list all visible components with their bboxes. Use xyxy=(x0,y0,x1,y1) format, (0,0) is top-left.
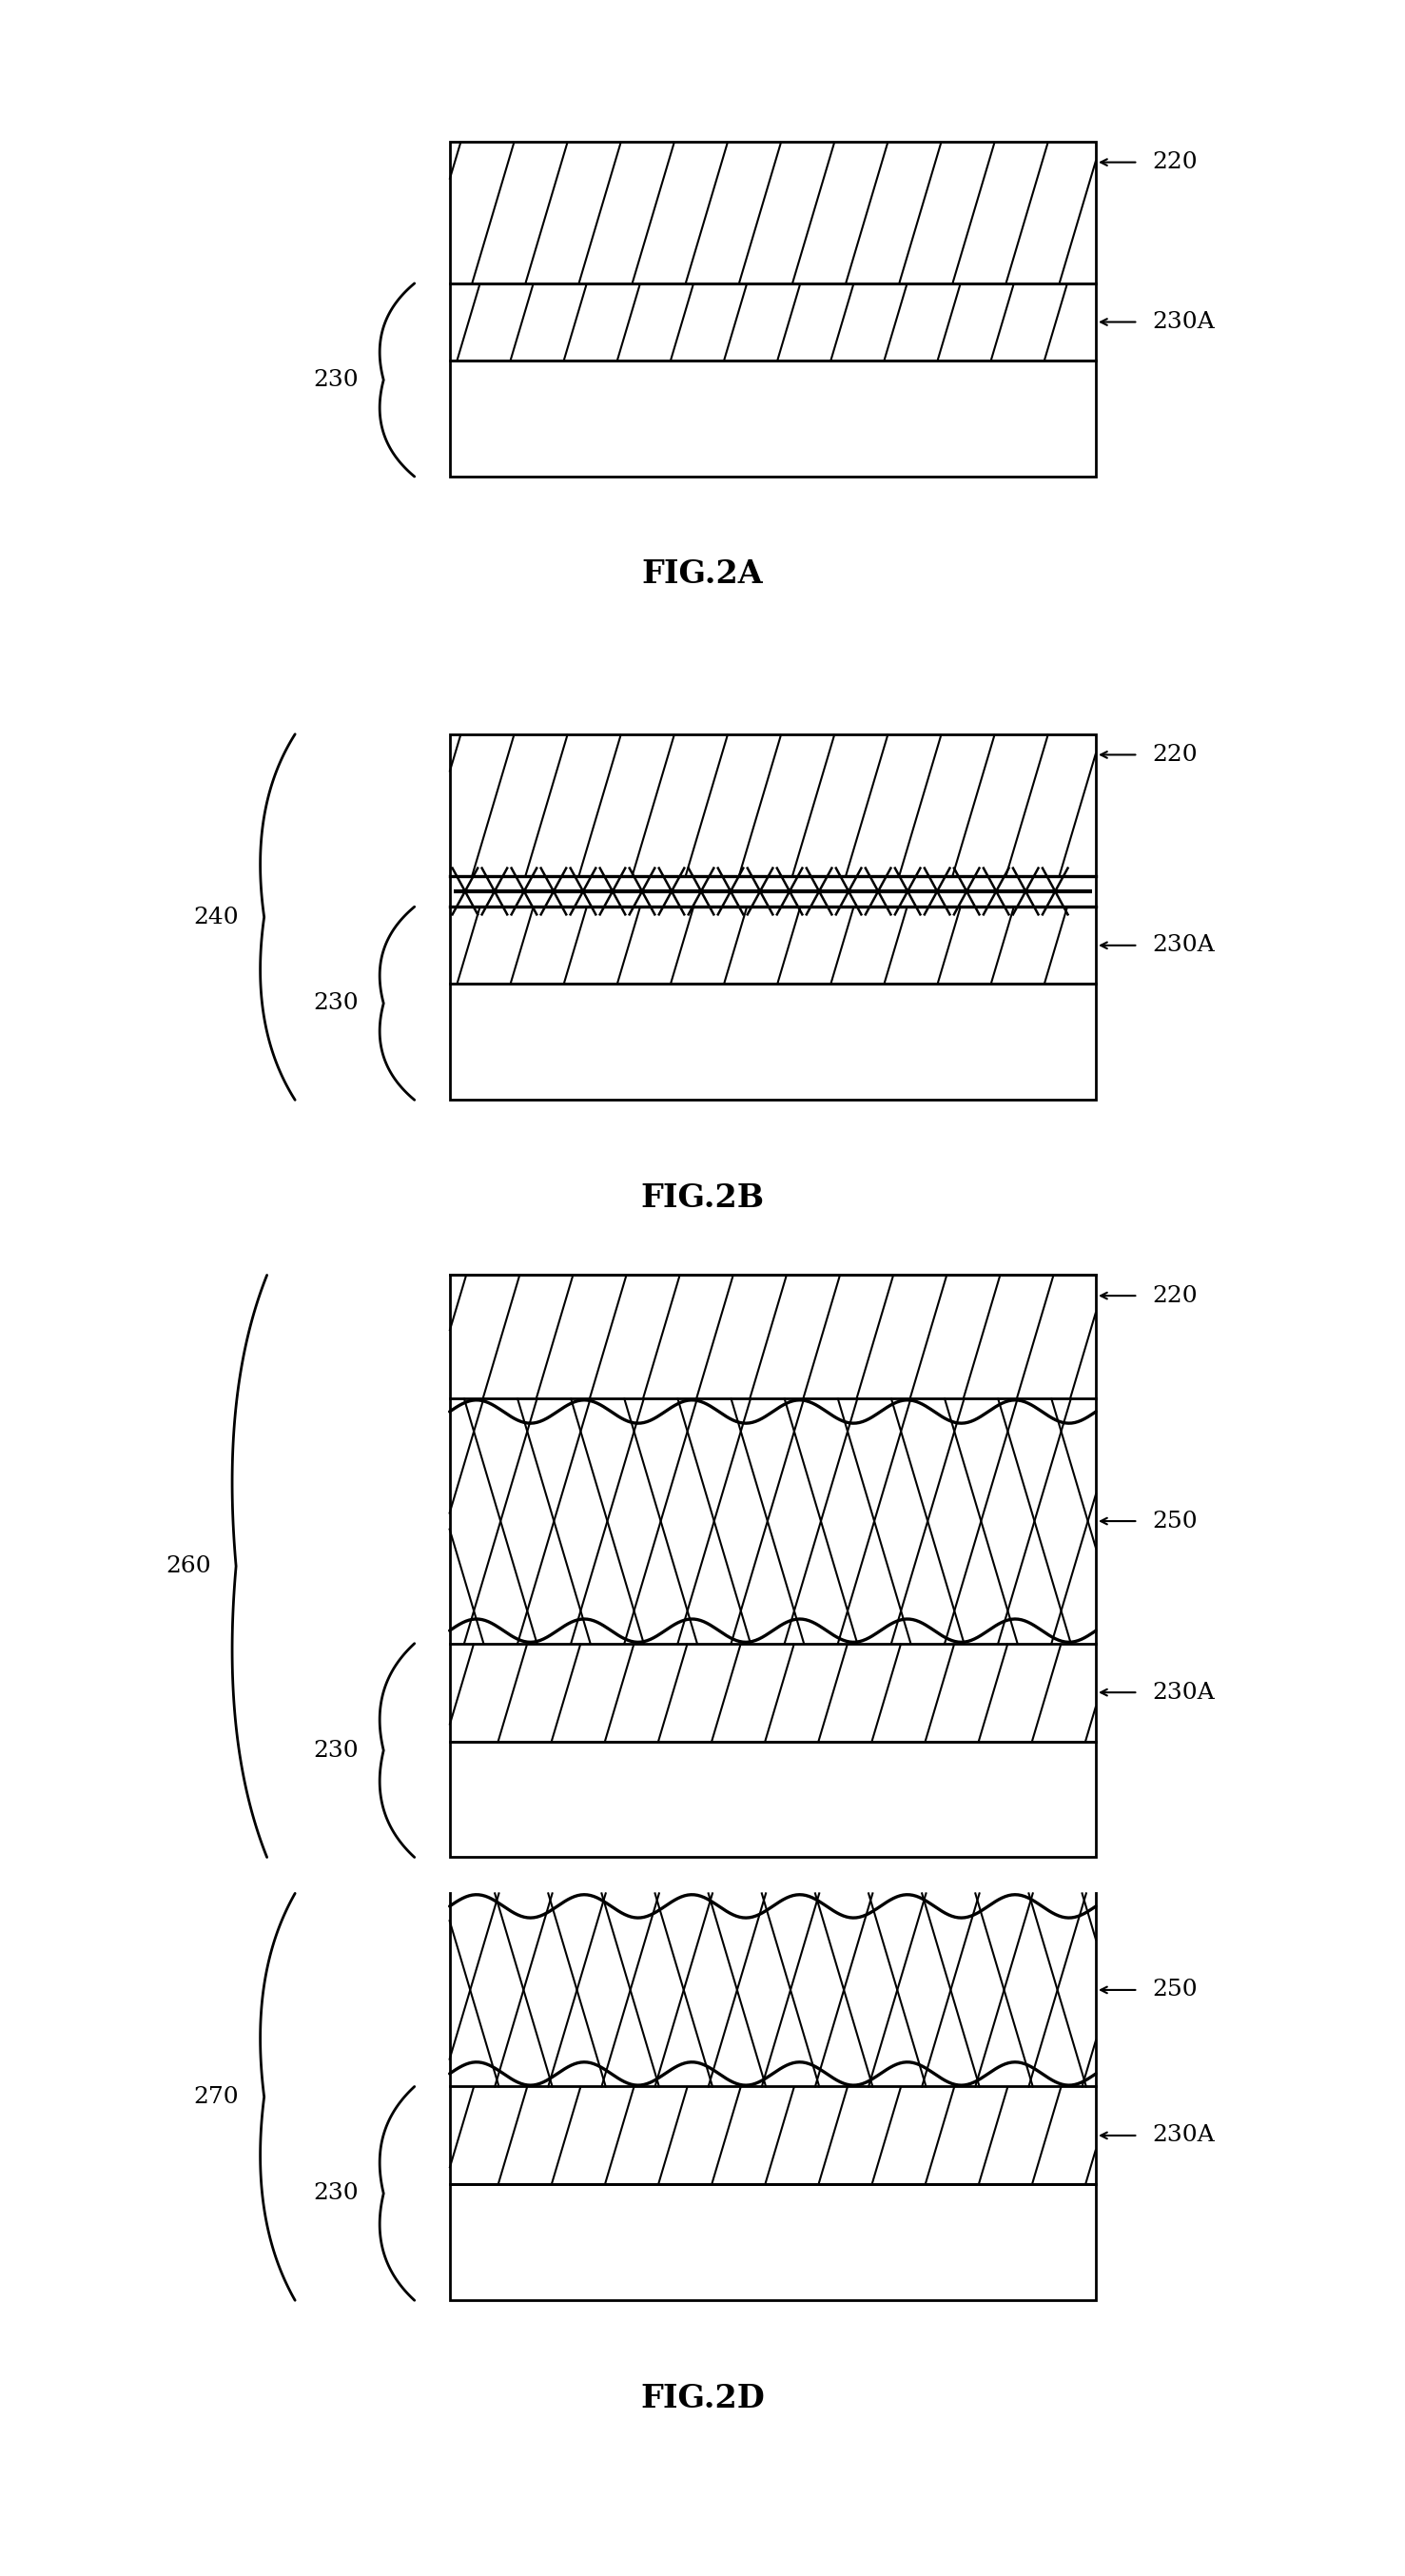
Bar xyxy=(450,734,1096,876)
Text: 230: 230 xyxy=(313,368,358,392)
Bar xyxy=(450,907,1096,984)
Bar xyxy=(450,1275,1096,1399)
Text: FIG.2C: FIG.2C xyxy=(642,1940,763,1971)
Text: 260: 260 xyxy=(166,1556,211,1577)
Text: 250: 250 xyxy=(1152,1978,1197,2002)
Bar xyxy=(450,1741,1096,1857)
Bar xyxy=(450,283,1096,361)
Text: 220: 220 xyxy=(1152,1285,1197,1306)
Text: FIG.2A: FIG.2A xyxy=(642,559,763,590)
Text: FIG.2D: FIG.2D xyxy=(641,2383,764,2414)
Bar xyxy=(450,2087,1096,2184)
Bar xyxy=(450,142,1096,283)
Text: 230: 230 xyxy=(313,1739,358,1762)
Bar xyxy=(450,1275,1096,1399)
Bar xyxy=(450,1399,1096,1643)
Bar xyxy=(450,283,1096,361)
Text: 230A: 230A xyxy=(1152,2125,1215,2146)
Bar xyxy=(450,907,1096,984)
Bar xyxy=(450,2087,1096,2184)
Text: FIG.2B: FIG.2B xyxy=(641,1182,764,1213)
Bar xyxy=(450,984,1096,1100)
Text: 230A: 230A xyxy=(1152,312,1215,332)
Text: 220: 220 xyxy=(1152,152,1197,173)
Bar xyxy=(450,361,1096,477)
Text: 270: 270 xyxy=(194,2087,239,2107)
Bar xyxy=(450,1893,1096,2087)
Text: 230: 230 xyxy=(313,992,358,1015)
Bar xyxy=(450,1643,1096,1741)
Text: 230: 230 xyxy=(313,2182,358,2205)
Text: 250: 250 xyxy=(1152,1510,1197,1533)
Text: 240: 240 xyxy=(194,907,239,927)
Bar xyxy=(450,142,1096,283)
Bar xyxy=(450,2184,1096,2300)
Bar xyxy=(450,734,1096,876)
Text: 230A: 230A xyxy=(1152,1682,1215,1703)
Text: 230A: 230A xyxy=(1152,935,1215,956)
Bar xyxy=(450,1643,1096,1741)
Text: 220: 220 xyxy=(1152,744,1197,765)
